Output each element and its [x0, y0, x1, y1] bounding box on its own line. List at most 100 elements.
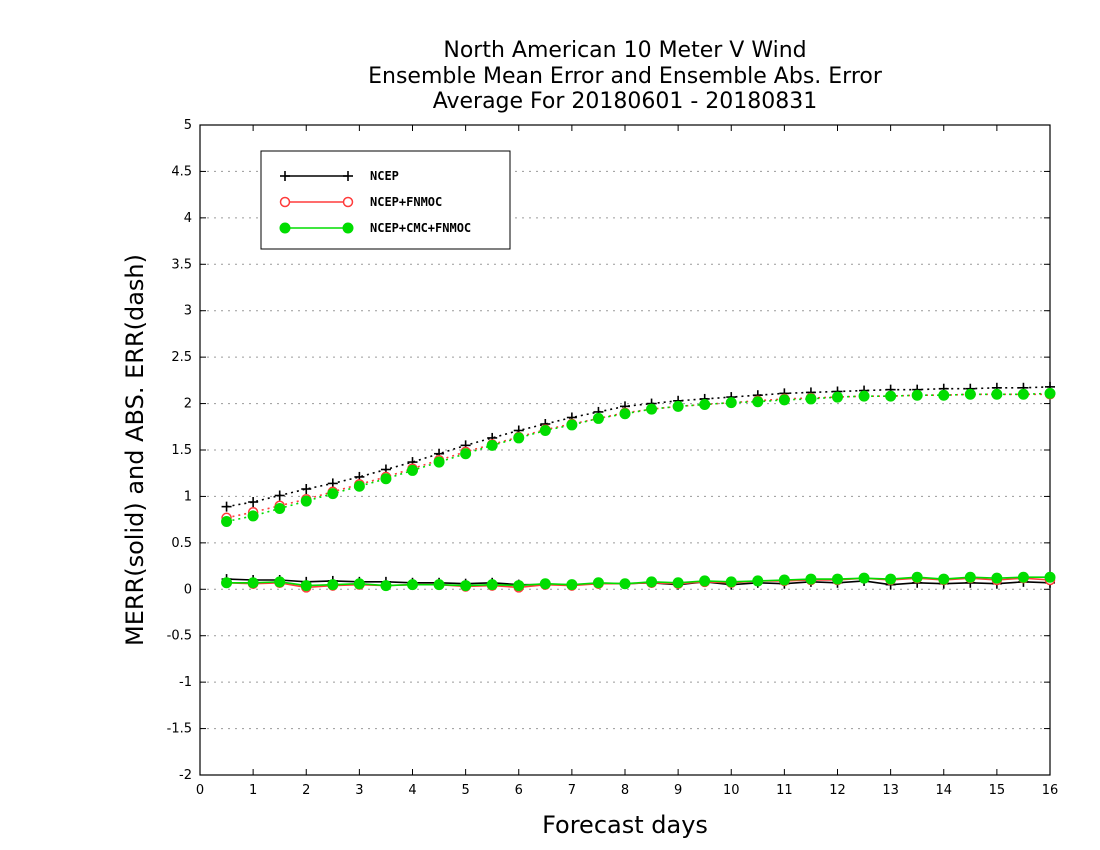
merr-point-ncep-cmc-fnmoc [247, 577, 259, 589]
abs-err-point-ncep-cmc-fnmoc [619, 408, 631, 420]
merr-point-ncep-cmc-fnmoc [885, 573, 897, 585]
abs-err-point-ncep [221, 501, 232, 512]
merr-point-ncep-cmc-fnmoc [991, 572, 1003, 584]
y-tick-label: -0.5 [167, 629, 192, 644]
abs-err-point-ncep-cmc-fnmoc [353, 480, 365, 492]
legend-marker [279, 196, 291, 208]
abs-err-point-ncep [274, 490, 285, 501]
abs-err-point-ncep-cmc-fnmoc [991, 388, 1003, 400]
legend-label: NCEP+FNMOC [370, 195, 442, 209]
abs-err-point-ncep-cmc-fnmoc [1044, 387, 1056, 399]
merr-point-ncep-cmc-fnmoc [858, 572, 870, 584]
chart-title-line-1: North American 10 Meter V Wind [443, 38, 807, 63]
x-tick-label: 4 [408, 783, 416, 798]
merr-point-ncep-cmc-fnmoc [433, 579, 445, 591]
y-axis-label: MERR(solid) and ABS. ERR(dash) [121, 254, 149, 646]
abs-err-point-ncep-cmc-fnmoc [646, 403, 658, 415]
x-tick-label: 5 [461, 783, 469, 798]
x-tick-label: 13 [882, 783, 899, 798]
abs-err-point-ncep-cmc-fnmoc [380, 473, 392, 485]
merr-point-ncep-cmc-fnmoc [407, 579, 418, 591]
x-tick-label: 6 [515, 783, 523, 798]
merr-point-ncep-cmc-fnmoc [513, 580, 525, 592]
merr-point-ncep-cmc-fnmoc [805, 573, 817, 585]
abs-err-point-ncep-cmc-fnmoc [778, 394, 790, 406]
merr-point-ncep-cmc-fnmoc [619, 578, 631, 590]
abs-err-line-ncep-fnmoc [226, 393, 1050, 519]
y-tick-label: 1.5 [171, 443, 192, 458]
x-tick-label: 12 [829, 783, 846, 798]
merr-point-ncep-cmc-fnmoc [486, 579, 498, 591]
abs-err-point-ncep-cmc-fnmoc [911, 389, 923, 401]
merr-point-ncep-cmc-fnmoc [274, 576, 286, 588]
merr-point-ncep-cmc-fnmoc [1044, 571, 1056, 583]
x-tick-label: 0 [196, 783, 204, 798]
x-axis-label: Forecast days [542, 811, 708, 839]
abs-err-point-ncep-cmc-fnmoc [513, 432, 525, 444]
y-tick-label: -1 [179, 675, 192, 690]
x-tick-label: 16 [1042, 783, 1059, 798]
merr-point-ncep-cmc-fnmoc [353, 578, 365, 590]
merr-point-ncep-cmc-fnmoc [911, 571, 923, 583]
series-group [221, 381, 1056, 593]
abs-err-point-ncep-cmc-fnmoc [247, 510, 259, 522]
x-tick-label: 1 [249, 783, 257, 798]
merr-point-ncep-cmc-fnmoc [646, 576, 658, 588]
x-tick-label: 14 [935, 783, 952, 798]
y-tick-label: 0 [184, 582, 192, 597]
merr-point-ncep-cmc-fnmoc [327, 579, 339, 591]
legend-box [260, 150, 511, 250]
legend-label: NCEP+CMC+FNMOC [370, 221, 471, 235]
abs-err-point-ncep-cmc-fnmoc [460, 448, 472, 460]
y-tick-label: 4 [184, 211, 192, 226]
abs-err-point-ncep-cmc-fnmoc [858, 390, 870, 402]
abs-err-point-ncep-cmc-fnmoc [407, 464, 418, 476]
x-tick-label: 3 [355, 783, 363, 798]
abs-err-point-ncep-cmc-fnmoc [221, 516, 233, 527]
legend-marker [279, 222, 291, 234]
merr-point-ncep-cmc-fnmoc [592, 577, 604, 589]
abs-err-point-ncep-cmc-fnmoc [964, 388, 976, 400]
abs-err-point-ncep-cmc-fnmoc [885, 390, 897, 402]
y-tick-label: -2 [179, 768, 192, 783]
abs-err-point-ncep-cmc-fnmoc [752, 396, 764, 408]
legend-label: NCEP [370, 169, 399, 183]
x-tick-label: 9 [674, 783, 682, 798]
legend-marker [342, 222, 354, 234]
abs-err-point-ncep [301, 484, 312, 494]
merr-point-ncep-cmc-fnmoc [699, 575, 711, 587]
x-tick-label: 10 [723, 783, 740, 798]
abs-err-line-ncep-cmc-fnmoc [226, 392, 1051, 523]
merr-point-ncep-cmc-fnmoc [221, 577, 233, 589]
grid-lines [200, 170, 1050, 730]
y-tick-label: 4.5 [171, 164, 192, 179]
merr-point-ncep-cmc-fnmoc [380, 580, 392, 592]
abs-err-point-ncep-cmc-fnmoc [672, 400, 684, 412]
chart-title-line-3: Average For 20180601 - 20180831 [432, 89, 818, 114]
abs-err-point-ncep-cmc-fnmoc [699, 399, 711, 410]
merr-point-ncep-cmc-fnmoc [460, 580, 472, 592]
abs-err-point-ncep-cmc-fnmoc [1017, 388, 1029, 400]
abs-err-point-ncep-cmc-fnmoc [486, 439, 498, 451]
abs-err-point-ncep-cmc-fnmoc [938, 389, 950, 401]
abs-err-point-ncep-cmc-fnmoc [832, 391, 843, 403]
y-tick-label: 2 [184, 397, 192, 412]
abs-err-point-ncep-cmc-fnmoc [592, 412, 604, 424]
x-tick-label: 2 [302, 783, 310, 798]
merr-point-ncep-cmc-fnmoc [832, 573, 843, 585]
x-tick-label: 7 [568, 783, 576, 798]
merr-point-ncep-cmc-fnmoc [778, 574, 790, 586]
y-tick-label: 5 [184, 118, 192, 133]
merr-point-ncep-cmc-fnmoc [752, 575, 764, 587]
merr-point-ncep-cmc-fnmoc [672, 577, 684, 589]
merr-point-ncep-cmc-fnmoc [1017, 571, 1029, 583]
legend: NCEP NCEP+FNMOC NCEP+CMC+FNMOC [260, 150, 511, 250]
y-tick-label: 2.5 [171, 350, 192, 365]
abs-err-point-ncep [248, 497, 259, 507]
abs-err-point-ncep-cmc-fnmoc [539, 425, 551, 436]
legend-marker [342, 196, 354, 208]
y-tick-label: -1.5 [167, 722, 192, 737]
legend-marker [343, 171, 353, 181]
abs-err-point-ncep-cmc-fnmoc [805, 393, 817, 405]
